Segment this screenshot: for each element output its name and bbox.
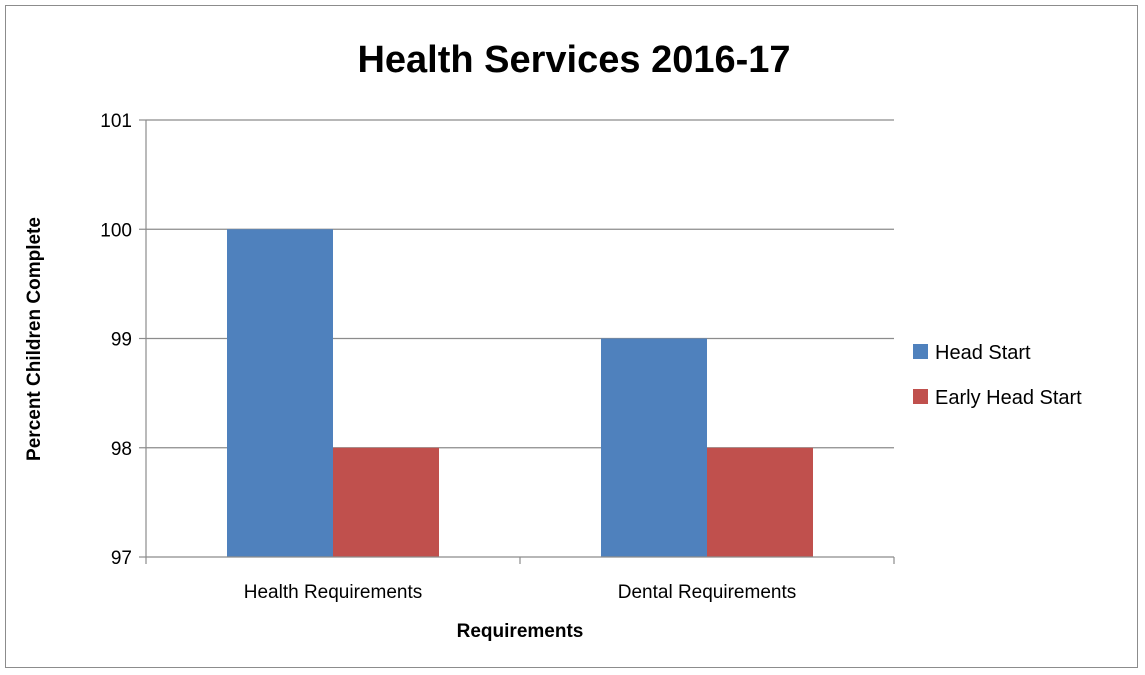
bar-early-head-start-health-requirements	[333, 447, 439, 557]
legend-label: Early Head Start	[935, 387, 1082, 409]
x-tick-label: Dental Requirements	[618, 582, 796, 603]
axes	[139, 119, 895, 564]
x-axis-title: Requirements	[457, 621, 584, 642]
bars	[227, 229, 813, 557]
y-tick-label: 98	[111, 439, 132, 460]
legend: Head Start Early Head Start	[913, 342, 1082, 409]
chart-title: Health Services 2016-17	[357, 39, 790, 81]
bar-early-head-start-dental-requirements	[707, 447, 813, 557]
y-tick-label: 100	[100, 220, 132, 241]
legend-swatch	[913, 389, 928, 404]
x-tick-label: Health Requirements	[244, 582, 422, 603]
y-tick-labels: 97 98 99 100 101	[100, 111, 132, 569]
y-tick-label: 97	[111, 548, 132, 569]
y-tick-label: 101	[100, 111, 132, 132]
legend-swatch	[913, 344, 928, 359]
bar-head-start-dental-requirements	[601, 338, 707, 557]
y-tick-label: 99	[111, 330, 132, 351]
x-tick-labels: Health Requirements Dental Requirements	[244, 582, 796, 603]
legend-label: Head Start	[935, 342, 1031, 364]
y-axis-title: Percent Children Complete	[24, 217, 45, 461]
bar-head-start-health-requirements	[227, 229, 333, 557]
